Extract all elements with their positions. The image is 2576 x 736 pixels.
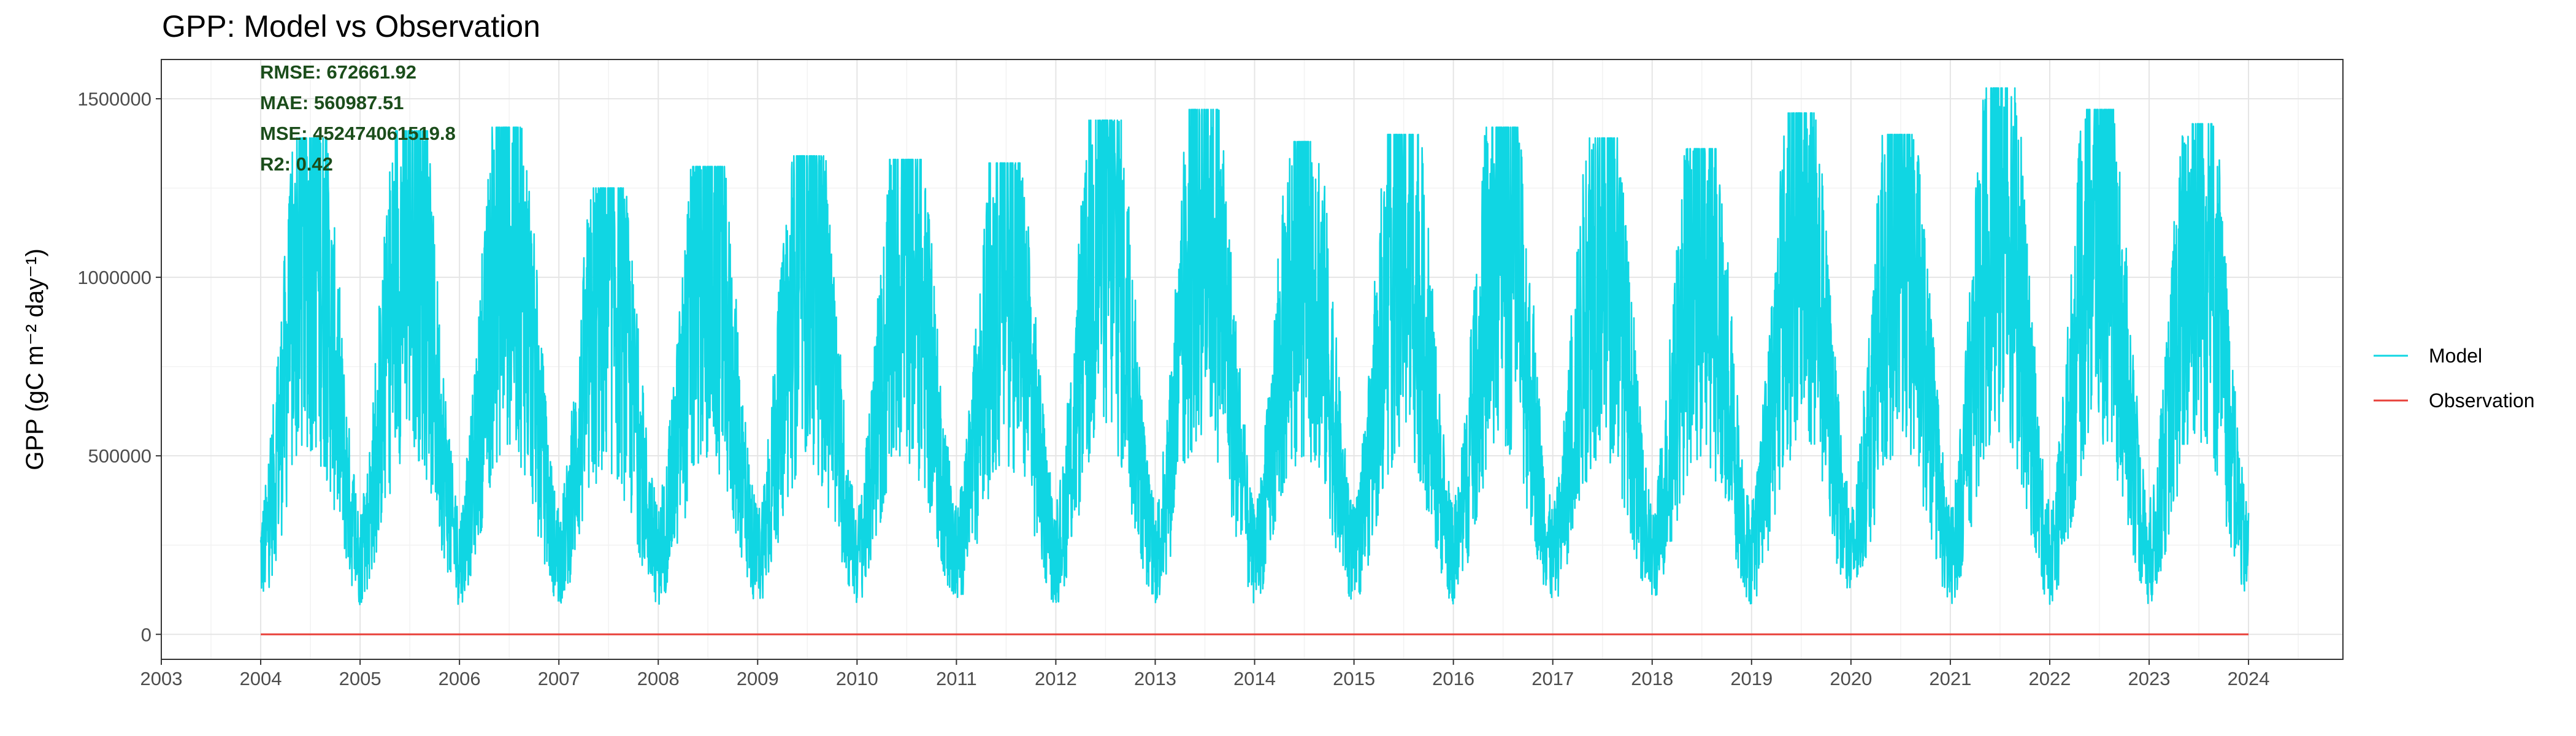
model-series-line (259, 87, 2250, 605)
x-tick-label: 2005 (339, 668, 381, 689)
x-tick-label: 2017 (1531, 668, 1574, 689)
x-tick-label: 2012 (1035, 668, 1077, 689)
x-tick-label: 2009 (737, 668, 779, 689)
legend-label: Observation (2429, 389, 2535, 412)
axis-layer: 2003 2004 2005 2006 2007 2008 2009 2010 2011 2012… (77, 88, 2269, 689)
y-tick-label: 1000000 (77, 267, 151, 288)
y-tick-label: 0 (141, 624, 151, 645)
x-tick-label: 2024 (2228, 668, 2270, 689)
x-tick-label: 2016 (1432, 668, 1474, 689)
x-tick-label: 2018 (1631, 668, 1673, 689)
x-tick-label: 2008 (637, 668, 680, 689)
x-tick-label: 2003 (140, 668, 183, 689)
x-tick-label: 2014 (1233, 668, 1276, 689)
x-tick-label: 2023 (2128, 668, 2171, 689)
legend: Model Observation (2374, 345, 2535, 412)
stat-line: R2: 0.42 (260, 153, 333, 175)
x-tick-label: 2021 (1929, 668, 1971, 689)
stat-line: MSE: 452474061519.8 (260, 123, 456, 144)
stats-annotation: RMSE: 672661.92 MAE: 560987.51 MSE: 452474… (260, 61, 456, 175)
x-tick-label: 2013 (1134, 668, 1176, 689)
x-tick-label: 2020 (1830, 668, 1872, 689)
x-tick-label: 2010 (836, 668, 878, 689)
x-tick-label: 2011 (936, 668, 977, 689)
x-tick-label: 2004 (240, 668, 282, 689)
x-tick-label: 2019 (1730, 668, 1773, 689)
legend-label: Model (2429, 345, 2482, 367)
x-tick-label: 2022 (2028, 668, 2071, 689)
y-tick-label: 1500000 (77, 88, 151, 110)
stat-line: RMSE: 672661.92 (260, 61, 416, 83)
plot-panel-border (161, 59, 2344, 660)
stat-line: MAE: 560987.51 (260, 92, 404, 113)
chart-title: GPP: Model vs Observation (162, 9, 540, 44)
series-layer (259, 87, 2250, 635)
y-axis-label: GPP (gC m⁻² day⁻¹) (21, 248, 48, 470)
x-tick-label: 2007 (538, 668, 580, 689)
x-tick-label: 2006 (439, 668, 481, 689)
x-tick-label: 2015 (1333, 668, 1375, 689)
y-tick-label: 500000 (88, 445, 151, 467)
